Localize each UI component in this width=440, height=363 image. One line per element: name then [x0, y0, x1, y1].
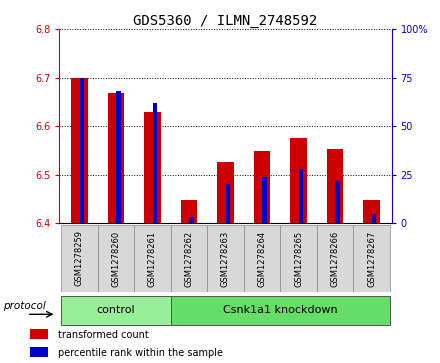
FancyBboxPatch shape — [317, 225, 353, 292]
Text: control: control — [97, 305, 135, 315]
Text: GSM1278262: GSM1278262 — [184, 231, 194, 286]
Title: GDS5360 / ILMN_2748592: GDS5360 / ILMN_2748592 — [133, 14, 318, 28]
Text: percentile rank within the sample: percentile rank within the sample — [59, 348, 224, 358]
Bar — [181, 200, 197, 223]
Bar — [108, 93, 124, 223]
FancyBboxPatch shape — [244, 225, 280, 292]
Text: GSM1278259: GSM1278259 — [75, 231, 84, 286]
Text: GSM1278267: GSM1278267 — [367, 231, 376, 287]
FancyBboxPatch shape — [207, 225, 244, 292]
Bar — [217, 162, 234, 223]
Text: transformed count: transformed count — [59, 330, 149, 340]
Bar — [116, 91, 121, 223]
Bar — [290, 138, 307, 223]
Bar — [189, 217, 194, 223]
Bar — [254, 151, 270, 223]
FancyBboxPatch shape — [171, 225, 207, 292]
Bar — [335, 180, 340, 223]
Bar — [372, 213, 376, 223]
Text: GSM1278264: GSM1278264 — [257, 231, 267, 286]
Bar — [299, 169, 303, 223]
Bar — [144, 111, 161, 223]
FancyBboxPatch shape — [134, 225, 171, 292]
FancyBboxPatch shape — [61, 295, 171, 325]
Bar — [30, 347, 48, 357]
Bar — [363, 200, 380, 223]
Text: GSM1278260: GSM1278260 — [111, 231, 121, 286]
Bar — [71, 78, 88, 223]
Text: GSM1278265: GSM1278265 — [294, 231, 303, 286]
FancyBboxPatch shape — [98, 225, 134, 292]
Bar — [226, 184, 230, 223]
Bar — [262, 177, 267, 223]
FancyBboxPatch shape — [61, 225, 98, 292]
Text: GSM1278263: GSM1278263 — [221, 231, 230, 287]
Bar — [30, 329, 48, 339]
FancyBboxPatch shape — [280, 225, 317, 292]
Text: GSM1278266: GSM1278266 — [330, 231, 340, 287]
Text: GSM1278261: GSM1278261 — [148, 231, 157, 286]
Text: protocol: protocol — [3, 301, 46, 311]
FancyBboxPatch shape — [353, 225, 390, 292]
FancyBboxPatch shape — [171, 295, 390, 325]
Bar — [80, 78, 84, 223]
Text: Csnk1a1 knockdown: Csnk1a1 knockdown — [223, 305, 337, 315]
Bar — [327, 150, 343, 223]
Bar — [153, 103, 157, 223]
